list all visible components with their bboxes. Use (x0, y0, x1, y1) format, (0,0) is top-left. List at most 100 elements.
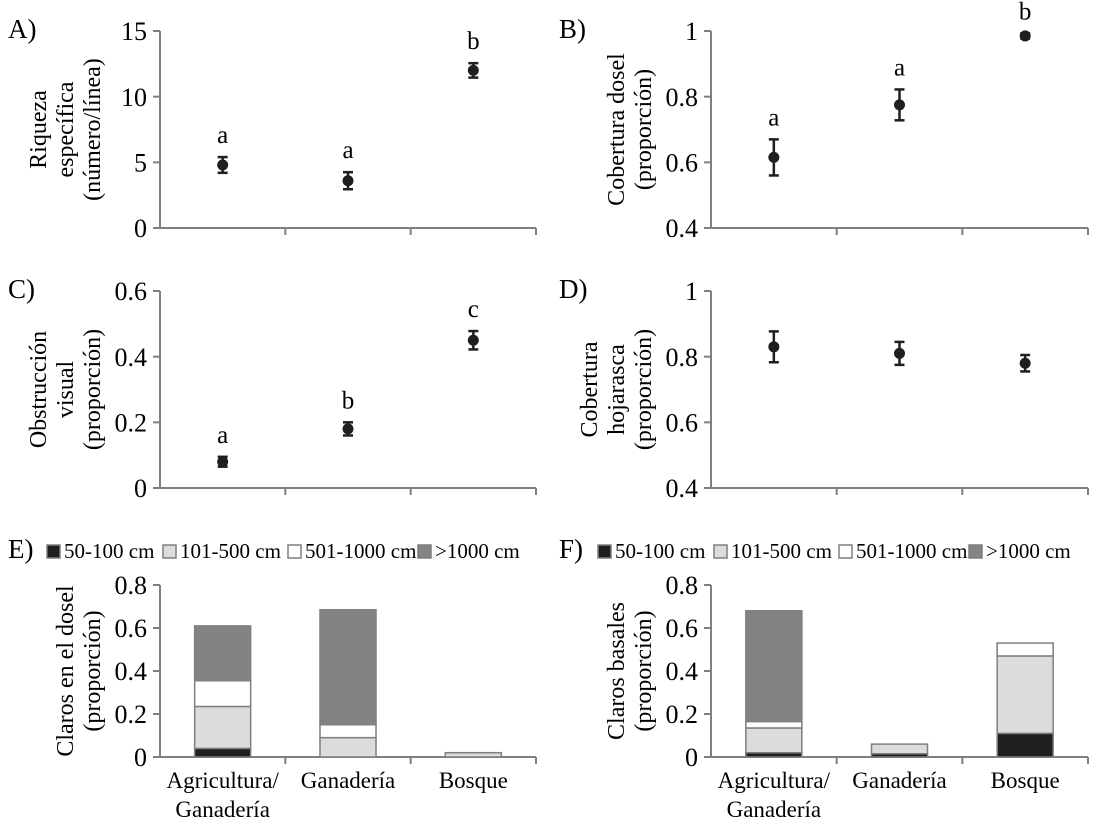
panel-label: E) (8, 534, 33, 564)
legend-label: 101-500 cm (731, 539, 832, 563)
y-axis-title-line: (proporción) (631, 610, 657, 731)
bar-segment (193, 679, 252, 708)
panel-label: D) (559, 274, 588, 304)
y-tick-label: 0.4 (115, 657, 148, 686)
bar-segment (996, 655, 1054, 735)
panel-a-riqueza-especifica-chart: A) 0 5 10 15 Riqueza específica (número/línea) a… (8, 14, 537, 243)
y-tick-label: 0.8 (115, 571, 148, 600)
y-tick-label: 0.4 (115, 343, 148, 372)
significance-letter: c (468, 296, 479, 323)
x-category-label: Agricultura/ (718, 768, 831, 793)
bar-segment (193, 705, 252, 750)
data-point (217, 456, 229, 468)
data-point (467, 64, 479, 76)
y-axis-title-line: (número/línea) (80, 58, 106, 201)
y-axis-title-line: Cobertura dosel (604, 53, 630, 206)
panel-label: C) (8, 274, 35, 304)
panel-e-claros-dosel-chart: E) 0 0.2 0.4 0.6 0.8 Claros en el dosel (propor… (8, 534, 537, 822)
data-point (217, 159, 229, 171)
data-point (894, 347, 905, 359)
x-category-label: Ganadería (175, 797, 270, 822)
bar-segment (444, 751, 503, 758)
y-tick-label: 0 (134, 743, 147, 772)
y-tick-label: 0 (134, 474, 147, 503)
y-tick-label: 0.6 (666, 408, 699, 437)
y-axis-title-line: específica (53, 81, 79, 177)
significance-letter: b (1019, 0, 1032, 25)
significance-letter: b (467, 28, 480, 55)
y-tick-label: 1 (685, 17, 698, 46)
bar-segment (193, 747, 252, 758)
y-axis-title-line: Cobertura (577, 341, 603, 437)
y-tick-label: 10 (121, 83, 147, 112)
y-axis-title-line: Riqueza (26, 90, 52, 169)
x-category-label: Ganadería (727, 797, 822, 822)
bar-segment (745, 727, 803, 754)
panel-label: B) (559, 14, 586, 44)
legend-label: 50-100 cm (64, 539, 154, 563)
bar-segment (996, 642, 1054, 657)
y-tick-label: 15 (121, 17, 147, 46)
panel-c-obstruccion-visual-chart: C) 0 0.2 0.4 0.6 Obstrucción visual (proporción… (8, 274, 537, 503)
y-tick-label: 0.2 (666, 700, 699, 729)
y-axis-title-line: Claros basales (604, 602, 630, 740)
data-point (1019, 30, 1031, 42)
x-category-label: Agricultura/ (166, 768, 279, 793)
bar-segment (319, 608, 377, 726)
data-point (894, 99, 905, 111)
panel-d-cobertura-hojarasca-chart: D) 0.4 0.6 0.8 1 Cobertura hojarasca (proporció… (559, 274, 1089, 503)
significance-letter: a (217, 122, 228, 149)
y-axis-title-line: Claros en el dosel (53, 585, 79, 757)
data-point (1019, 357, 1031, 369)
y-axis-title-line: visual (53, 361, 79, 419)
y-axis-title-line: (proporción) (631, 329, 657, 450)
legend-label: 50-100 cm (615, 539, 705, 563)
bar-segment (745, 610, 803, 723)
y-axis-title-line: (proporción) (631, 69, 657, 190)
legend-label: 101-500 cm (180, 539, 281, 563)
data-point (342, 175, 354, 187)
panel-label: A) (8, 14, 37, 44)
y-tick-label: 0 (134, 214, 147, 243)
bar-segment (996, 732, 1054, 758)
legend-swatch (287, 544, 302, 559)
bar-segment (745, 720, 803, 729)
significance-letter: a (217, 422, 228, 449)
y-tick-label: 0.6 (115, 614, 148, 643)
data-point (768, 341, 780, 353)
bar-segment (319, 736, 377, 758)
panel-b-cobertura-dosel-chart: B) 0.4 0.6 0.8 1 Cobertura dosel (proporción) a… (559, 0, 1089, 243)
y-axis-title-line: (proporción) (80, 610, 106, 731)
legend-swatch (597, 544, 612, 559)
significance-letter: a (894, 54, 905, 81)
y-tick-label: 0.2 (115, 408, 148, 437)
legend-swatch (968, 544, 983, 559)
legend-label: 501-1000 cm (305, 539, 416, 563)
y-tick-label: 0.4 (666, 657, 699, 686)
data-point (768, 151, 780, 163)
legend-swatch (162, 544, 177, 559)
panel-label: F) (559, 534, 583, 564)
y-axis-title-line: hojarasca (604, 344, 630, 435)
legend-swatch (46, 544, 61, 559)
bar-segment (193, 625, 252, 682)
y-tick-label: 0 (685, 743, 698, 772)
significance-letter: a (768, 104, 779, 131)
y-tick-label: 0.6 (115, 277, 148, 306)
x-category-label: Ganadería (852, 768, 947, 793)
y-tick-label: 0.8 (666, 571, 699, 600)
x-category-label: Bosque (439, 768, 508, 793)
legend-label: >1000 cm (986, 539, 1071, 563)
data-point (342, 423, 354, 435)
x-category-label: Bosque (991, 768, 1060, 793)
legend-swatch (713, 544, 728, 559)
y-tick-label: 0.8 (666, 343, 699, 372)
y-axis-title-line: (proporción) (80, 329, 106, 450)
y-tick-label: 1 (685, 277, 698, 306)
y-axis-title-line: Obstrucción (26, 331, 52, 448)
y-tick-label: 0.4 (666, 214, 699, 243)
y-tick-label: 5 (134, 148, 147, 177)
panel-f-claros-basales-chart: F) 0 0.2 0.4 0.6 0.8 Claros basales (proporción… (559, 534, 1089, 822)
legend-label: >1000 cm (435, 539, 520, 563)
